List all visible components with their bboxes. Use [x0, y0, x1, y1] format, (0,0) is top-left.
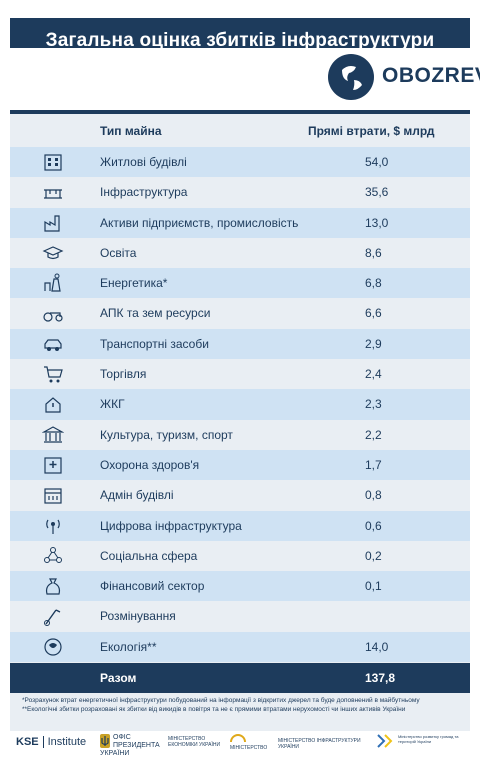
money-bag-icon	[45, 578, 61, 595]
economy-ministry-text: МІНІСТЕРСТВО ЕКОНОМІКИ УКРАЇНИ	[168, 736, 221, 748]
economy-ministry-logo: МІНІСТЕРСТВО ЕКОНОМІКИ УКРАЇНИ	[168, 736, 228, 766]
museum-icon	[42, 425, 64, 443]
row-value: 13,0	[365, 215, 389, 230]
kse-institute-text: Institute	[47, 735, 87, 748]
row-label: ЖКГ	[100, 397, 125, 412]
table-row: ЖКГ 2,3	[10, 389, 470, 420]
table-row: Житлові будівлі 54,0	[10, 147, 470, 178]
row-value: 0,8	[365, 488, 382, 503]
brand-logo[interactable]: OBOZREV	[382, 64, 480, 87]
row-value: 8,6	[365, 245, 382, 260]
row-label: Адмін будівлі	[100, 488, 174, 503]
footnotes: *Розрахунок втрат енергетичної інфрастру…	[22, 696, 462, 714]
row-value: 6,6	[365, 306, 382, 321]
row-label: Культура, туризм, спорт	[100, 427, 233, 442]
table-row: Цифрова інфраструктура 0,6	[10, 510, 470, 541]
table-row: Соціальна сфера 0,2	[10, 541, 470, 571]
graduation-cap-icon	[42, 246, 64, 259]
ministry-text: МІНІСТЕРСТВО	[230, 745, 268, 751]
house-plug-icon	[45, 397, 61, 413]
total-row: Разом 137,8	[10, 663, 470, 693]
table-row: Транспортні засоби 2,9	[10, 328, 470, 360]
table-row: Культура, туризм, спорт 2,2	[10, 420, 470, 450]
column-header-loss: Прямі втрати, $ млрд	[308, 124, 435, 138]
globe-leaf-icon	[44, 638, 62, 656]
infrastructure-ministry-logo: МІНІСТЕРСТВО ІНФРАСТРУКТУРИ УКРАЇНИ	[278, 738, 370, 768]
car-icon	[44, 339, 62, 351]
title-band: Загальна оцінка збитків інфраструктури	[10, 18, 470, 48]
row-value: 6,8	[365, 276, 382, 291]
globe-icon	[328, 54, 374, 100]
total-value: 137,8	[365, 671, 396, 685]
row-value: 54,0	[365, 155, 389, 169]
antenna-icon	[46, 519, 60, 534]
table-row: Торгівля 2,4	[10, 359, 470, 389]
footnote-ecology: **Екологічні збитки розраховані як збитк…	[22, 706, 406, 713]
row-value: 2,2	[365, 427, 382, 442]
row-label: Житлові будівлі	[100, 155, 187, 169]
table-row: Фінансовий сектор 0,1	[10, 571, 470, 602]
table-row: Активи підприємств, промисловість 13,0	[10, 207, 470, 238]
power-plant-icon	[44, 273, 61, 292]
table-row: Охорона здоров'я 1,7	[10, 449, 470, 481]
table-row: Інфраструктура 35,6	[10, 177, 470, 207]
factory-icon	[44, 214, 60, 232]
row-value: 0,1	[365, 579, 382, 594]
residential-building-icon	[44, 154, 62, 171]
table-row: АПК та зем ресурси 6,6	[10, 298, 470, 328]
row-value: 0,6	[365, 518, 382, 533]
row-label: Транспортні засоби	[100, 336, 209, 351]
tractor-icon	[43, 312, 63, 323]
president-office-text: ОФІС ПРЕЗИДЕНТА УКРАЇНИ	[100, 734, 160, 757]
row-label: Цифрова інфраструктура	[100, 518, 242, 533]
kse-logo: KSE Institute	[16, 736, 86, 766]
row-value: 2,3	[365, 397, 382, 412]
row-label: АПК та зем ресурси	[100, 306, 211, 321]
kse-text: KSE	[16, 735, 39, 748]
row-label: Розмінування	[100, 609, 176, 624]
partner-logos: KSE Institute ОФІС ПРЕЗИДЕНТА УКРАЇНИ МІН…	[0, 731, 480, 761]
row-label: Екологія**	[100, 639, 157, 654]
regional-ministry-text: Міністерство розвитку громад та територі…	[398, 734, 459, 744]
row-value: 0,2	[365, 548, 382, 563]
row-label: Торгівля	[100, 367, 147, 382]
row-label: Соціальна сфера	[100, 548, 198, 563]
shopping-cart-icon	[44, 366, 63, 383]
row-label: Фінансовий сектор	[100, 579, 205, 594]
page-title: Загальна оцінка збитків інфраструктури	[45, 30, 435, 48]
flag-chevron-icon	[377, 734, 393, 748]
row-value: 2,4	[365, 367, 382, 382]
divider	[10, 110, 470, 114]
brand-bar	[0, 48, 480, 110]
ministry-logo: МІНІСТЕРСТВО	[230, 733, 272, 763]
table-row: Освіта 8,6	[10, 238, 470, 268]
row-label: Активи підприємств, промисловість	[100, 215, 299, 230]
row-value: 2,9	[365, 336, 382, 351]
row-value: 35,6	[365, 185, 389, 200]
sun-arc-icon	[230, 734, 246, 743]
table-row: Адмін будівлі 0,8	[10, 480, 470, 510]
regional-ministry-logo: Міністерство розвитку громад та територі…	[376, 734, 472, 764]
hospital-icon	[44, 457, 62, 474]
table-row: Розмінування	[10, 601, 470, 631]
president-office-logo: ОФІС ПРЕЗИДЕНТА УКРАЇНИ	[100, 734, 160, 764]
column-header-type: Тип майна	[100, 124, 162, 138]
total-label: Разом	[100, 671, 137, 685]
row-label: Інфраструктура	[100, 185, 188, 200]
footnote-energy: *Розрахунок втрат енергетичної інфрастру…	[22, 697, 420, 704]
row-value: 14,0	[365, 639, 389, 654]
row-label: Освіта	[100, 245, 137, 260]
admin-building-icon	[44, 488, 62, 504]
loss-table: Житлові будівлі 54,0 Інфраструктура 35,6 Акт…	[10, 147, 470, 663]
row-label: Енергетика*	[100, 276, 168, 291]
table-row: Екологія** 14,0	[10, 631, 470, 663]
table-row: Енергетика* 6,8	[10, 268, 470, 299]
mine-detector-icon	[44, 609, 61, 627]
infrastructure-ministry-text: МІНІСТЕРСТВО ІНФРАСТРУКТУРИ УКРАЇНИ	[278, 738, 361, 750]
bridge-icon	[44, 189, 62, 199]
trident-icon	[100, 734, 110, 748]
row-value: 1,7	[365, 457, 382, 472]
social-network-icon	[44, 546, 62, 563]
row-label: Охорона здоров'я	[100, 457, 200, 472]
